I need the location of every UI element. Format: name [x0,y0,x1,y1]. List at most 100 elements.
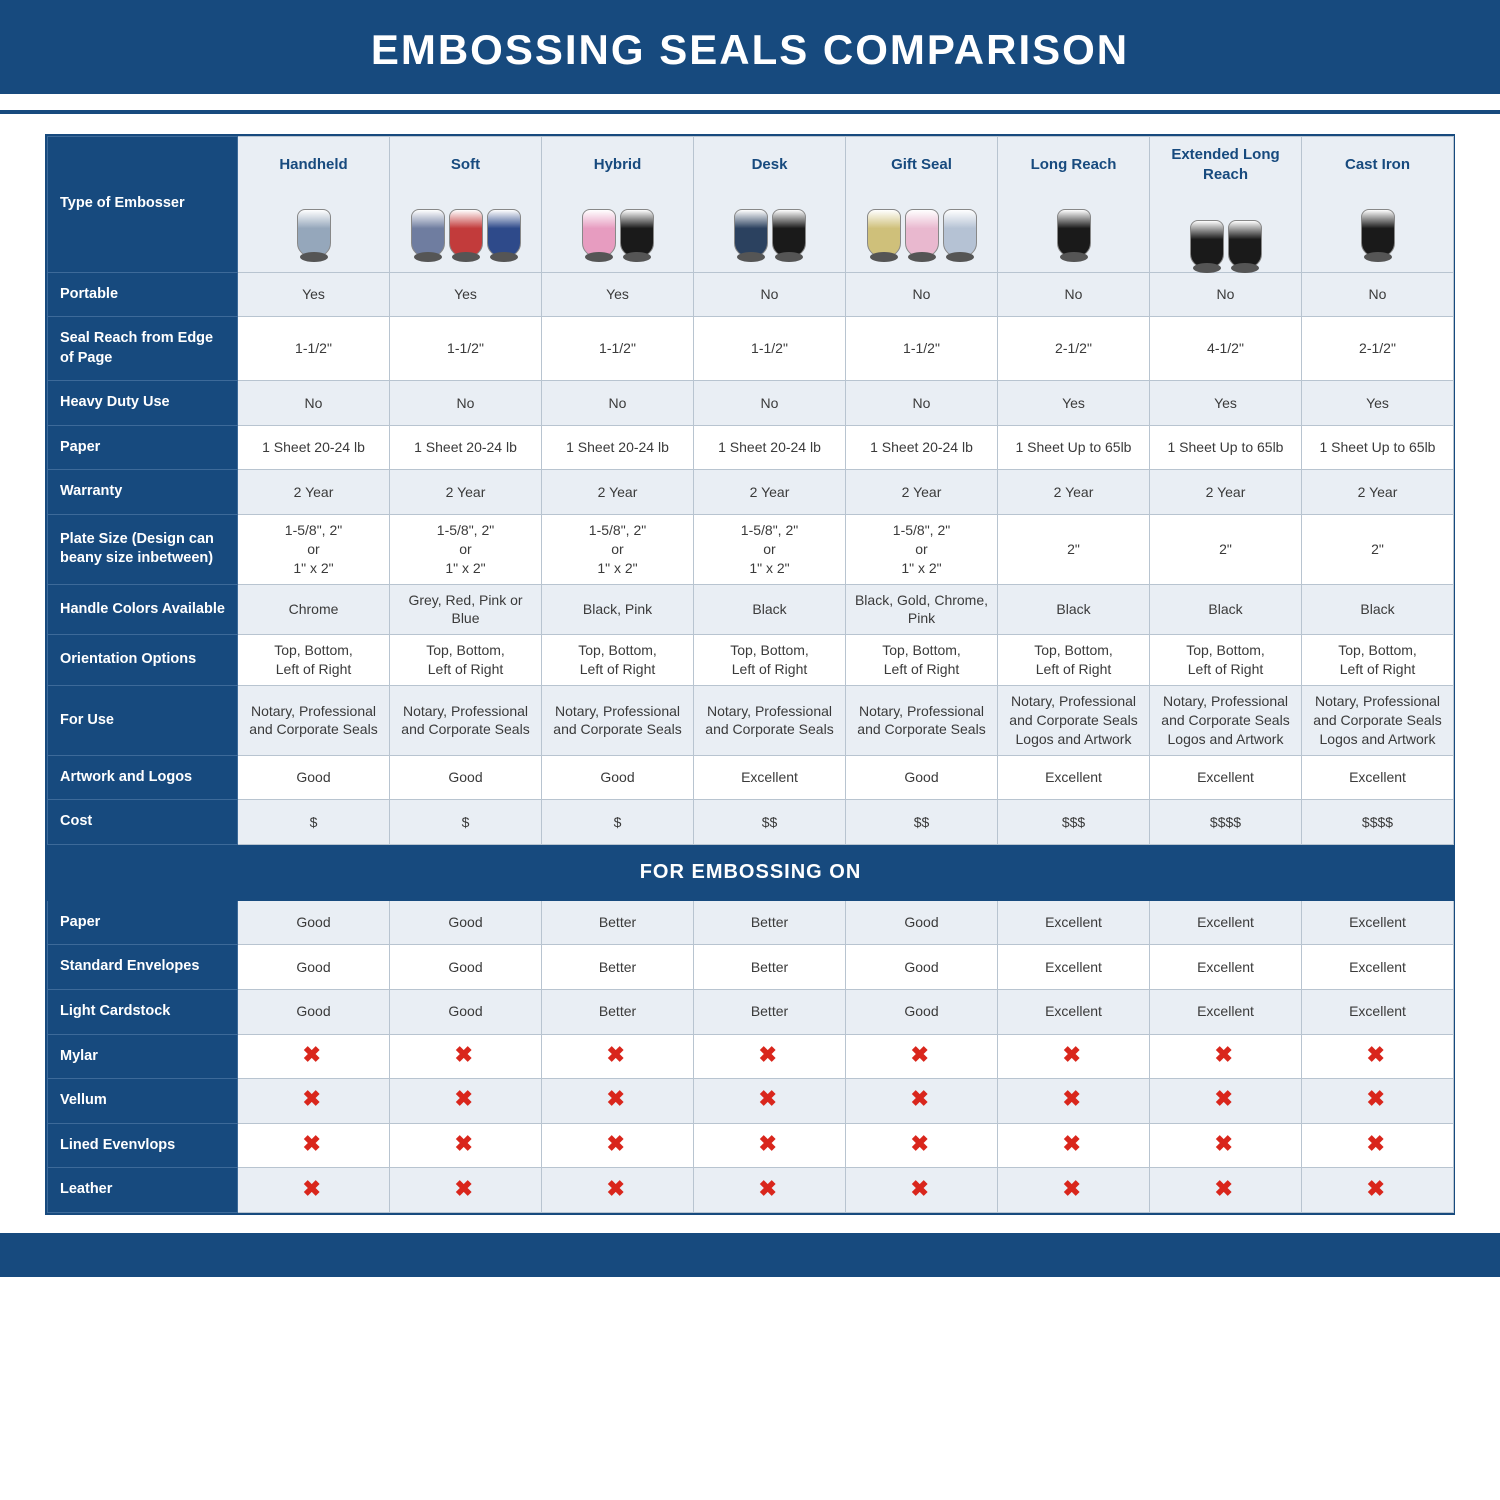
not-supported-icon [455,1177,477,1199]
table-cell: 1 Sheet Up to 65lb [1302,425,1454,470]
table-cell: Excellent [998,755,1150,800]
table-row: Handle Colors AvailableChromeGrey, Red, … [48,584,1454,635]
table-cell: 2 Year [998,470,1150,515]
table-cell: Good [238,755,390,800]
table-cell: 2" [1150,514,1302,584]
table-cell: 1-1/2" [846,317,998,381]
table-cell [542,1034,694,1079]
row-label: Heavy Duty Use [48,381,238,426]
not-supported-icon [1367,1177,1389,1199]
embosser-thumb [242,179,385,257]
table-cell: Notary, Professional and Corporate Seals… [1150,686,1302,756]
table-cell [390,1079,542,1124]
embosser-icon [411,209,445,257]
embosser-icon [582,209,616,257]
table-cell: Yes [1150,381,1302,426]
table-cell [846,1168,998,1213]
table-cell: 1-5/8", 2"or1" x 2" [694,514,846,584]
table-row: PortableYesYesYesNoNoNoNoNo [48,272,1454,317]
table-cell [390,1168,542,1213]
table-cell: Good [390,990,542,1035]
table-cell: $ [238,800,390,845]
embosser-icon [620,209,654,257]
table-cell: Top, Bottom,Left of Right [390,635,542,686]
table-cell [998,1168,1150,1213]
table-cell [694,1034,846,1079]
table-cell: Notary, Professional and Corporate Seals… [998,686,1150,756]
table-cell [694,1079,846,1124]
table-cell: Excellent [1302,755,1454,800]
table-cell [390,1034,542,1079]
table-row: Vellum [48,1079,1454,1124]
table-cell: Black [998,584,1150,635]
table-cell [998,1123,1150,1168]
table-cell: $$$$ [1150,800,1302,845]
not-supported-icon [911,1043,933,1065]
embosser-icon [1361,209,1395,257]
table-cell: Excellent [1302,990,1454,1035]
table-cell [1150,1079,1302,1124]
table-cell: Notary, Professional and Corporate Seals… [1302,686,1454,756]
row-label: Cost [48,800,238,845]
row-label: Mylar [48,1034,238,1079]
table-cell [238,1034,390,1079]
embosser-icon [867,209,901,257]
table-cell: Excellent [1150,990,1302,1035]
row-label: Lined Evenvlops [48,1123,238,1168]
table-cell: 2" [998,514,1150,584]
embosser-thumb [394,179,537,257]
table-cell: Better [542,990,694,1035]
table-row: Leather [48,1168,1454,1213]
table-cell [542,1168,694,1213]
table-row: Plate Size (Design can beany size inbetw… [48,514,1454,584]
table-cell: 1 Sheet 20-24 lb [846,425,998,470]
not-supported-icon [607,1043,629,1065]
table-cell: Good [846,900,998,945]
table-cell: 2 Year [1302,470,1454,515]
table-cell: $ [390,800,542,845]
comparison-table-wrap: Type of EmbosserHandheldSoftHybridDeskGi… [45,134,1455,1215]
table-cell: $$$$ [1302,800,1454,845]
table-row: Orientation OptionsTop, Bottom,Left of R… [48,635,1454,686]
table-cell: Top, Bottom,Left of Right [846,635,998,686]
header-bar: EMBOSSING SEALS COMPARISON [0,0,1500,94]
table-cell: Yes [1302,381,1454,426]
column-title: Handheld [242,155,385,175]
column-header: Cast Iron [1302,137,1454,273]
embosser-thumb [850,179,993,257]
table-cell: Grey, Red, Pink or Blue [390,584,542,635]
column-title: Hybrid [546,155,689,175]
table-cell [998,1034,1150,1079]
table-cell: Black, Pink [542,584,694,635]
table-cell [238,1168,390,1213]
embosser-thumb [698,179,841,257]
column-header: Handheld [238,137,390,273]
not-supported-icon [911,1087,933,1109]
table-cell: 1-5/8", 2"or1" x 2" [542,514,694,584]
embosser-icon [772,209,806,257]
table-cell [542,1079,694,1124]
embosser-icon [1190,220,1224,268]
table-cell: 2-1/2" [1302,317,1454,381]
table-cell: Better [542,945,694,990]
table-cell: Excellent [1150,900,1302,945]
column-header: Gift Seal [846,137,998,273]
table-cell: No [846,381,998,426]
table-cell [846,1034,998,1079]
table-row: Seal Reach from Edge of Page1-1/2"1-1/2"… [48,317,1454,381]
table-cell: Better [694,990,846,1035]
table-cell [998,1079,1150,1124]
table-cell: Good [846,945,998,990]
table-cell: No [694,381,846,426]
table-cell: No [694,272,846,317]
table-cell: Good [238,945,390,990]
table-cell: Good [390,945,542,990]
table-cell: $$ [694,800,846,845]
table-cell: 1-5/8", 2"or1" x 2" [846,514,998,584]
table-cell [1302,1123,1454,1168]
table-cell: 1-5/8", 2"or1" x 2" [390,514,542,584]
table-cell: Good [238,990,390,1035]
not-supported-icon [1215,1177,1237,1199]
table-row: Artwork and LogosGoodGoodGoodExcellentGo… [48,755,1454,800]
table-cell: Good [238,900,390,945]
